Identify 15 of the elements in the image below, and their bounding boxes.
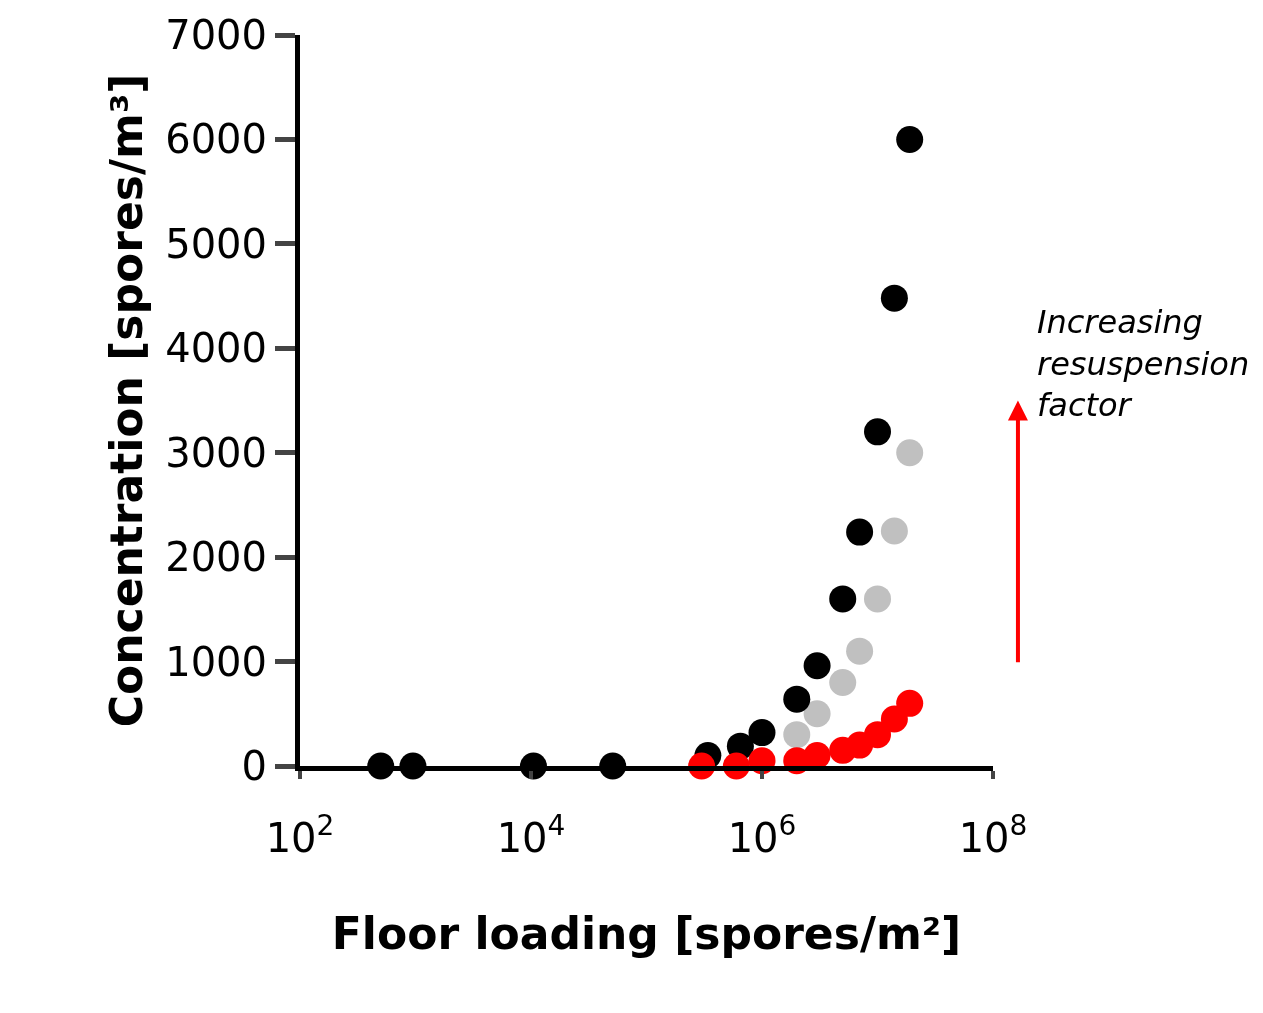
y-tick-label: 1000: [165, 638, 267, 685]
y-tick-label: 3000: [165, 429, 267, 476]
x-tick-label: 10$^{8}$: [958, 809, 1028, 861]
y-axis-title: Concentration [spores/m³]: [101, 73, 153, 728]
y-tick-label: 4000: [165, 325, 267, 372]
x-tick-label: 10$^{4}$: [496, 809, 566, 861]
x-axis-title: Floor loading [spores/m²]: [331, 908, 962, 960]
y-tick-label: 0: [241, 743, 267, 789]
y-tick-label: 5000: [165, 220, 267, 267]
y-tick-label: 2000: [165, 534, 267, 581]
x-tick-label: 10$^{6}$: [727, 809, 797, 861]
y-tick-label: 6000: [165, 116, 267, 163]
text: Increasing resuspension factor: [1037, 303, 1250, 425]
x-tick-label: 10$^{2}$: [265, 809, 335, 861]
y-tick-label: 7000: [165, 12, 267, 58]
